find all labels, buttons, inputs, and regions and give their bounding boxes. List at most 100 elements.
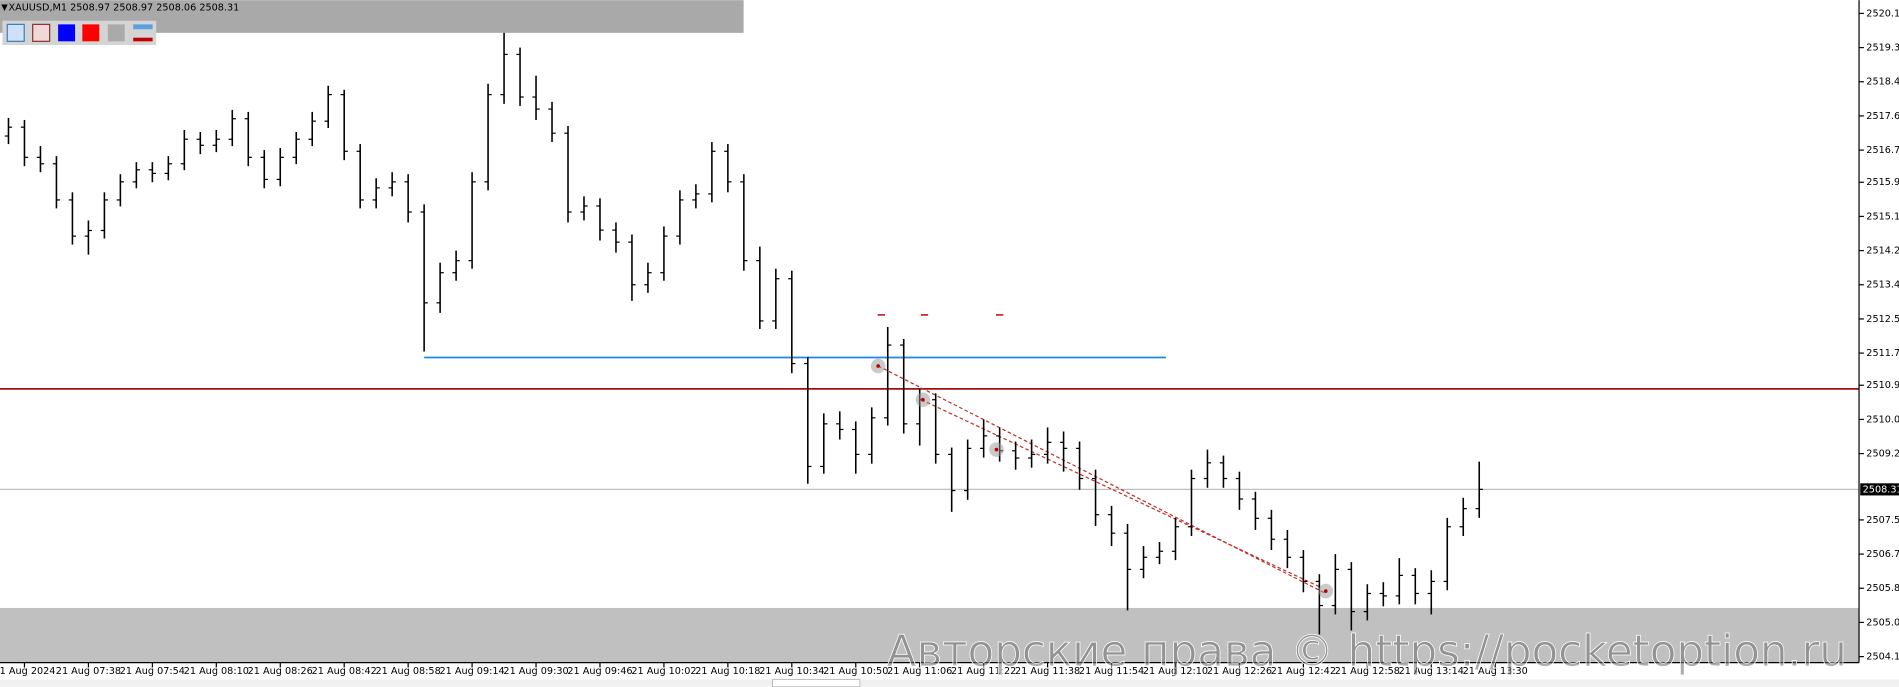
ohlc-bar [900,339,908,434]
ohlc-bar [756,246,764,329]
ohlc-bar [740,174,748,271]
ohlc-bar [436,262,444,313]
x-tick-label: 21 Aug 2024 [0,666,55,677]
x-tick-label: 21 Aug 12:10 [1143,666,1208,677]
ohlc-bar [484,83,492,191]
ohlc-bar [20,119,29,167]
x-tick-label: 21 Aug 09:30 [503,666,568,677]
y-tick-label: 2505.85 [1866,583,1899,594]
ohlc-bar [932,393,940,464]
x-tick-label: 21 Aug 10:02 [631,666,696,677]
ohlc-bar [1267,509,1276,551]
ohlc-bar [516,47,524,106]
ohlc-bar [644,262,652,293]
ohlc-bar [356,144,364,209]
y-tick-label: 2510.05 [1866,414,1899,425]
trendline [877,365,1327,595]
ohlc-bar [1283,529,1292,569]
trendline [921,399,1322,589]
x-tick-label: 21 Aug 11:54 [1079,666,1144,677]
ohlc-bar [180,129,188,171]
ohlc-bar [1315,574,1324,635]
y-tick-label: 2515.95 [1866,177,1899,188]
ohlc-bar [420,204,428,352]
y-tick-label: 2504.15 [1866,652,1899,663]
ohlc-bar [788,270,796,374]
ohlc-bar [1123,523,1132,611]
ohlc-bar [1187,469,1196,536]
ohlc-bar [804,357,812,484]
watermark: Авторские права © https://pocketoption.r… [887,627,1847,677]
ohlc-bar [36,146,45,173]
ohlc-bar [724,144,732,193]
ohlc-bar [1091,469,1100,526]
y-tick-label: 2506.70 [1866,549,1899,560]
tab-strip [0,679,1899,687]
ohlc-bar [228,109,236,147]
ohlc-bar [884,326,892,426]
y-tick-label: 2511.70 [1866,348,1899,359]
ohlc-bar [212,129,220,153]
y-tick-label: 2519.30 [1866,43,1899,54]
ohlc-bar [308,111,316,147]
ohlc-bar [116,174,125,207]
ohlc-bar [980,419,988,458]
ohlc-bar [708,142,716,203]
tool-button[interactable] [133,37,153,42]
ohlc-bar [1219,455,1228,488]
x-tick-label: 21 Aug 10:18 [695,666,760,677]
ohlc-bar [52,156,61,209]
y-tick-label: 2507.55 [1866,515,1899,526]
ohlc-bar [1075,441,1084,490]
x-tick-label: 21 Aug 13:30 [1463,666,1528,677]
ohlc-bar [596,198,604,241]
anchor-dot [994,447,999,452]
ohlc-bar [388,172,396,197]
y-tick-label: 2514.25 [1866,246,1899,257]
tool-button[interactable] [107,24,125,42]
anchor-dot [1323,589,1328,593]
ohlc-bar [852,421,860,474]
x-tick-label: 21 Aug 11:38 [1015,666,1080,677]
ohlc-bar [548,101,556,143]
ohlc-bar [1251,491,1260,530]
y-tick-label: 2518.45 [1866,77,1899,88]
ohlc-bar [612,222,620,253]
plot-area [0,25,1860,663]
x-tick-label: 21 Aug 11:06 [887,666,952,677]
ohlc-bar [292,132,300,165]
ohlc-bar [500,25,508,104]
ohlc-bar [1235,471,1244,510]
ohlc-bar [1107,505,1116,547]
x-tick-label: 21 Aug 07:38 [56,666,121,677]
ohlc-bar [820,413,828,474]
ohlc-bar [868,407,876,464]
ohlc-bar [1043,427,1052,464]
ohlc-bar [1475,461,1483,518]
tool-button[interactable] [82,24,100,42]
y-tick-label: 2509.20 [1866,449,1899,460]
x-tick-label: 21 Aug 12:42 [1271,666,1336,677]
ohlc-bar [1363,584,1371,621]
toolbar[interactable] [2,20,157,45]
ohlc-bar [948,447,956,512]
tool-button[interactable] [133,24,153,30]
ohlc-bar [164,156,172,181]
tool-button[interactable] [58,24,76,42]
ohlc-bar [372,178,380,209]
chart-title: XAUUSD,M1 2508.97 2508.97 2508.06 2508.3… [8,2,239,13]
tab[interactable] [772,679,861,687]
tool-button[interactable] [6,23,25,42]
ohlc-bar [1139,546,1148,579]
zone [0,607,1860,663]
x-tick-label: 21 Aug 07:54 [120,666,185,677]
tool-button[interactable] [32,23,51,42]
ohlc-bar [1011,441,1020,470]
anchor-dot [876,364,880,368]
x-tick-label: 21 Aug 08:58 [376,666,441,677]
x-tick-label: 21 Aug 08:42 [312,666,377,677]
ohlc-bar [1379,582,1387,607]
menu-arrow[interactable]: ▼ [1,2,8,12]
x-tick-label: 21 Aug 12:58 [1335,666,1400,677]
